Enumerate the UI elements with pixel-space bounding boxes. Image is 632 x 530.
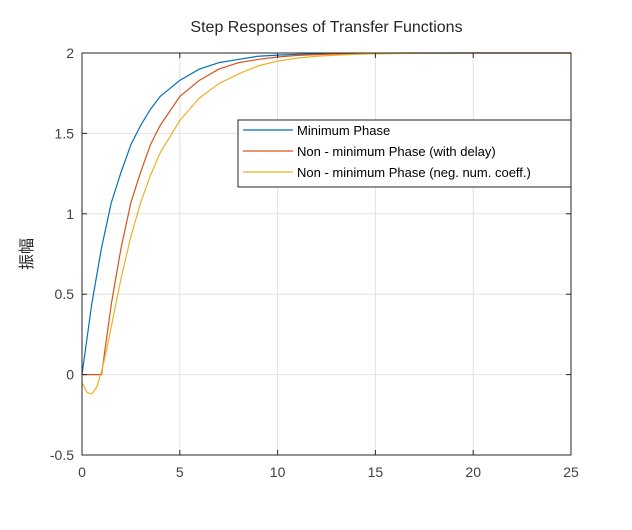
legend-label-3: Non - minimum Phase (neg. num. coeff.)	[297, 165, 531, 180]
axes-box	[81, 52, 572, 456]
y-tick-label: 0.5	[55, 286, 75, 302]
y-tick-label: 2	[66, 45, 74, 61]
x-tick-label: 0	[78, 464, 86, 480]
x-tick-label: 5	[176, 464, 184, 480]
y-axis-label: 振幅	[17, 238, 36, 270]
legend-label-2: Non - minimum Phase (with delay)	[297, 144, 496, 159]
legend-box	[237, 119, 572, 188]
tick-labels: 0 5 10 15 20 25-0.500.511.52	[50, 45, 579, 480]
y-tick-label: -0.5	[50, 447, 74, 463]
y-tick-label: 0	[66, 367, 74, 383]
y-tick-label: 1.5	[55, 125, 75, 141]
legend-label-1: Minimum Phase	[297, 123, 390, 138]
plot-area	[82, 53, 571, 455]
x-tick-label: 15	[368, 464, 384, 480]
y-tick-label: 1	[66, 206, 74, 222]
chart-title: Step Responses of Transfer Functions	[190, 19, 462, 36]
x-tick-label: 20	[465, 464, 481, 480]
series-line-3	[81, 52, 571, 395]
x-tick-label: 10	[270, 464, 286, 480]
legend[interactable]: Minimum Phase Non - minimum Phase (with d…	[237, 119, 572, 188]
x-tick-label: 25	[563, 464, 579, 480]
